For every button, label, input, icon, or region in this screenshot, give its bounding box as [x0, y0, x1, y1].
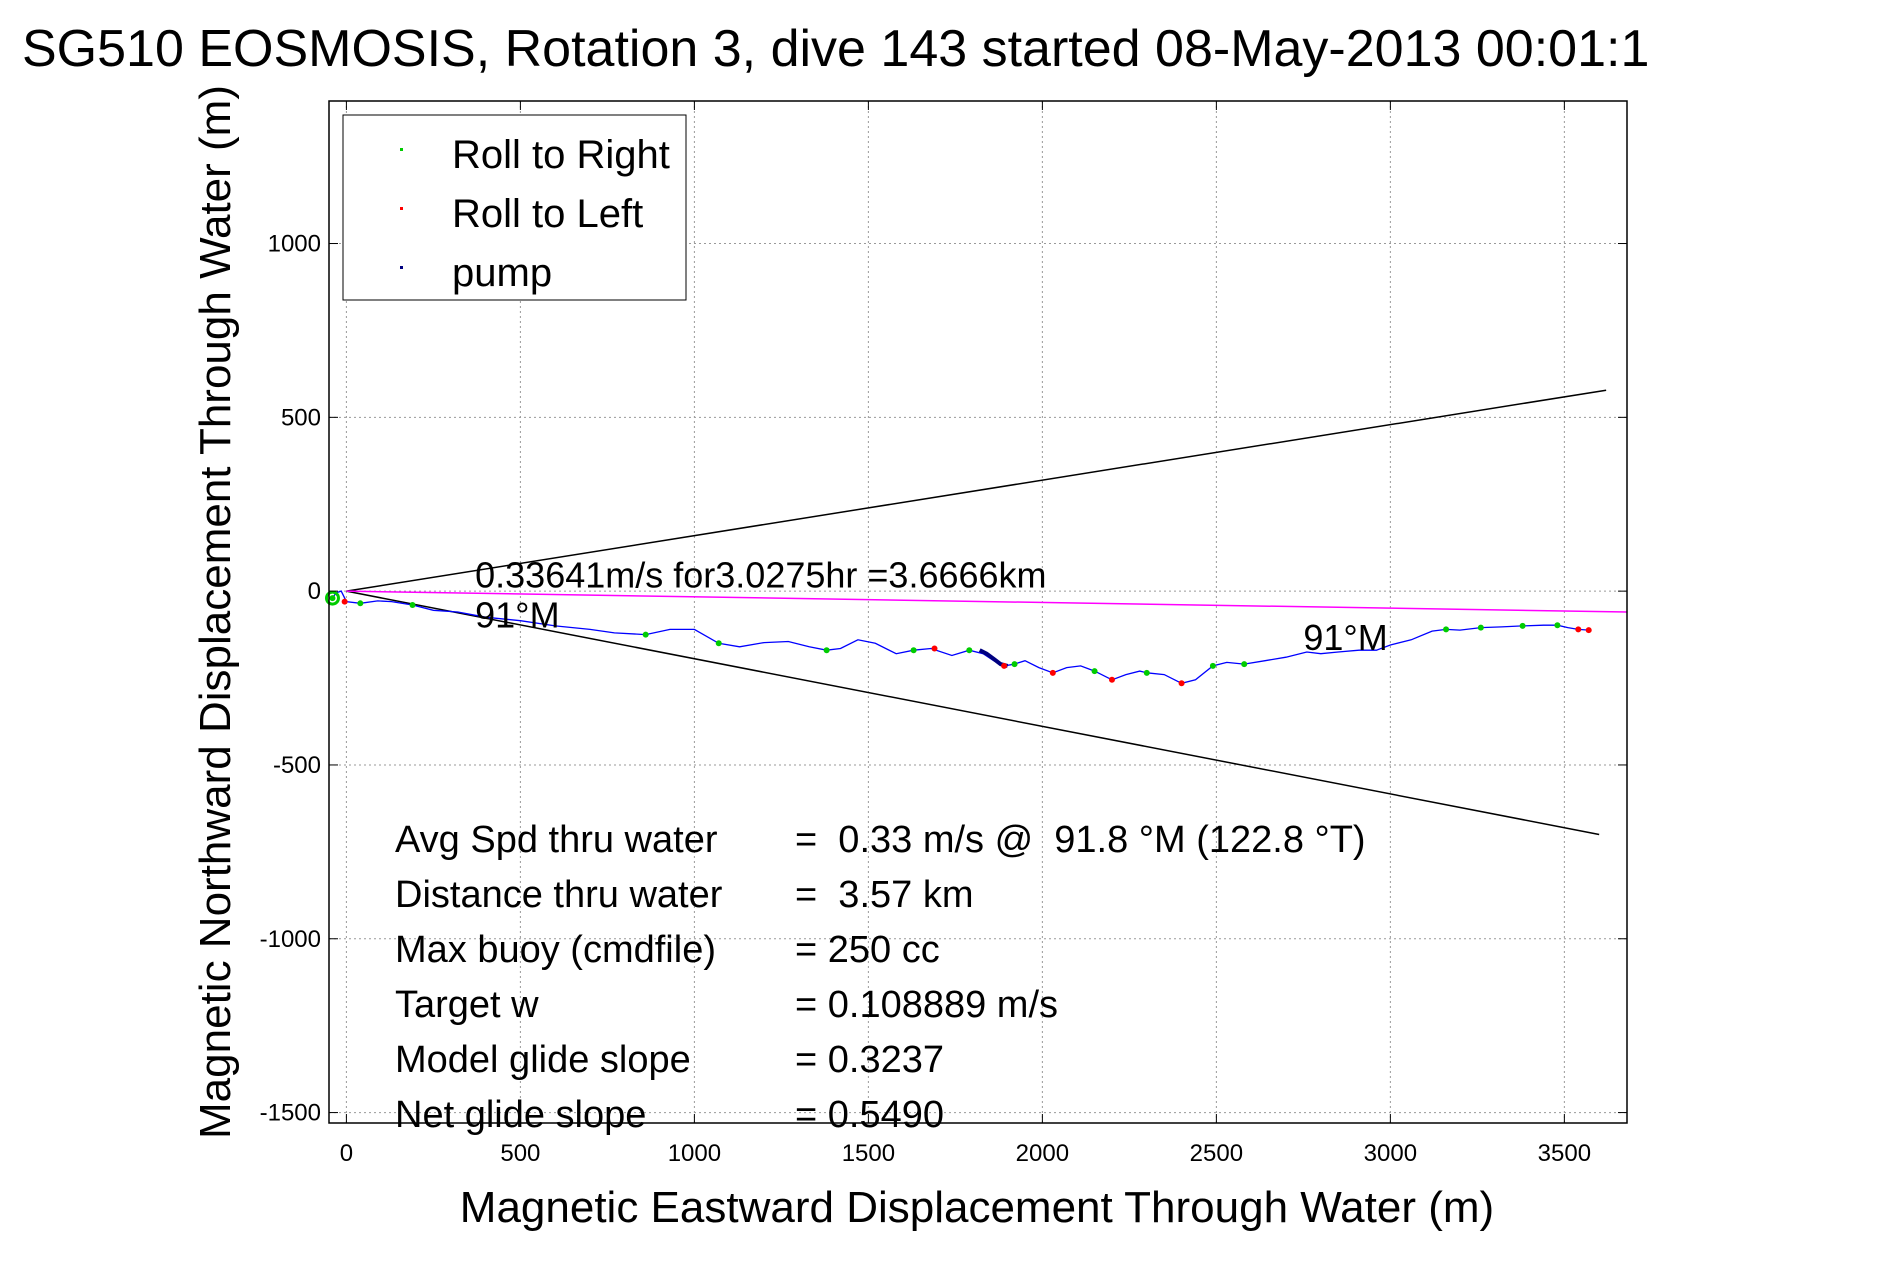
roll-left-point	[1575, 626, 1582, 633]
net-heading-line	[346, 590, 1628, 613]
stats-block: Avg Spd thru water = 0.33 m/s @ 91.8 °M …	[395, 819, 1366, 1136]
x-tick-label: 1500	[842, 1140, 895, 1167]
plot-frame	[328, 100, 1628, 1124]
roll-right-point	[966, 647, 973, 654]
roll-left-point	[1178, 680, 1185, 687]
chart-title: SG510 EOSMOSIS, Rotation 3, dive 143 sta…	[22, 20, 1649, 78]
x-axis-label: Magnetic Eastward Displacement Through W…	[460, 1183, 1494, 1232]
y-axis-label: Magnetic Northward Displacement Through …	[191, 85, 240, 1139]
roll-markers	[329, 595, 1592, 687]
stat-label-net-glide: Net glide slope	[395, 1094, 646, 1136]
chart-annotation: 0.33641m/s for3.0275hr =3.6666km	[475, 555, 1046, 596]
x-tick-label: 2500	[1190, 1140, 1243, 1167]
roll-right-point	[1443, 626, 1450, 633]
roll-left-point	[931, 645, 938, 652]
roll-right-point	[1519, 622, 1526, 629]
y-tick-label: -1000	[260, 926, 321, 953]
y-tick-label: 500	[281, 404, 321, 431]
stat-value-target-w: = 0.108889 m/s	[795, 984, 1058, 1026]
stat-value-model-glide: = 0.3237	[795, 1039, 944, 1081]
roll-left-point	[341, 598, 348, 605]
heading-cone-line	[346, 590, 1600, 836]
roll-right-point	[1209, 662, 1216, 669]
roll-right-point	[409, 602, 416, 609]
roll-left-point	[1108, 676, 1115, 683]
roll-right-point	[715, 640, 722, 647]
stat-value-avg-speed: = 0.33 m/s @ 91.8 °M (122.8 °T)	[795, 819, 1366, 861]
legend-label-roll-left: Roll to Left	[452, 192, 643, 236]
roll-left-point	[1001, 662, 1008, 669]
x-tick-label: 0	[340, 1140, 353, 1167]
grid-lines	[329, 101, 1627, 1123]
roll-left-point	[1049, 669, 1056, 676]
legend-label-pump: pump	[452, 251, 552, 295]
dive-start-marker	[324, 590, 340, 606]
roll-right-point	[1091, 668, 1098, 675]
legend-marker-pump	[400, 266, 403, 269]
roll-right-point	[1241, 661, 1248, 668]
x-axis-ticks: 0 500 1000 1500 2000 2500 3000 3500	[340, 101, 1591, 1167]
legend: Roll to Right Roll to Left pump	[342, 114, 687, 301]
stat-label-avg-speed: Avg Spd thru water	[395, 819, 718, 861]
cone-lines	[346, 389, 1628, 836]
x-tick-label: 2000	[1016, 1140, 1069, 1167]
stat-value-net-glide: = 0.5490	[795, 1094, 944, 1136]
chart-annotation: 91°M	[1303, 617, 1387, 658]
legend-marker-roll-left	[400, 207, 403, 210]
chart-annotation: 91°M	[475, 595, 559, 636]
x-tick-label: 500	[500, 1140, 540, 1167]
roll-right-point	[357, 600, 364, 607]
roll-right-point	[1011, 661, 1018, 668]
roll-right-point	[1477, 624, 1484, 631]
y-axis-ticks: -1500 -1000 -500 0 500 1000	[260, 231, 1627, 1127]
roll-right-point	[823, 647, 830, 654]
track-line	[331, 590, 1589, 684]
legend-box	[342, 114, 687, 301]
y-tick-label: -1500	[260, 1100, 321, 1127]
roll-left-point	[1585, 627, 1592, 634]
x-tick-label: 1000	[668, 1140, 721, 1167]
stat-value-distance: = 3.57 km	[795, 874, 973, 916]
stat-label-model-glide: Model glide slope	[395, 1039, 691, 1081]
x-tick-label: 3500	[1538, 1140, 1591, 1167]
y-tick-label: 1000	[268, 231, 321, 258]
roll-right-point	[1143, 669, 1150, 676]
x-tick-label: 3000	[1364, 1140, 1417, 1167]
roll-right-point	[642, 631, 649, 638]
legend-label-roll-right: Roll to Right	[452, 133, 670, 177]
heading-cone-line	[346, 389, 1607, 592]
roll-right-point	[1554, 622, 1561, 629]
y-tick-label: 0	[308, 578, 321, 605]
y-tick-label: -500	[273, 752, 321, 779]
roll-right-point	[329, 595, 336, 602]
stat-label-distance: Distance thru water	[395, 874, 723, 916]
stat-label-max-buoy: Max buoy (cmdfile)	[395, 929, 716, 971]
stat-value-max-buoy: = 250 cc	[795, 929, 940, 971]
roll-right-point	[910, 647, 917, 654]
stat-label-target-w: Target w	[395, 984, 539, 1026]
legend-marker-roll-right	[400, 148, 403, 151]
